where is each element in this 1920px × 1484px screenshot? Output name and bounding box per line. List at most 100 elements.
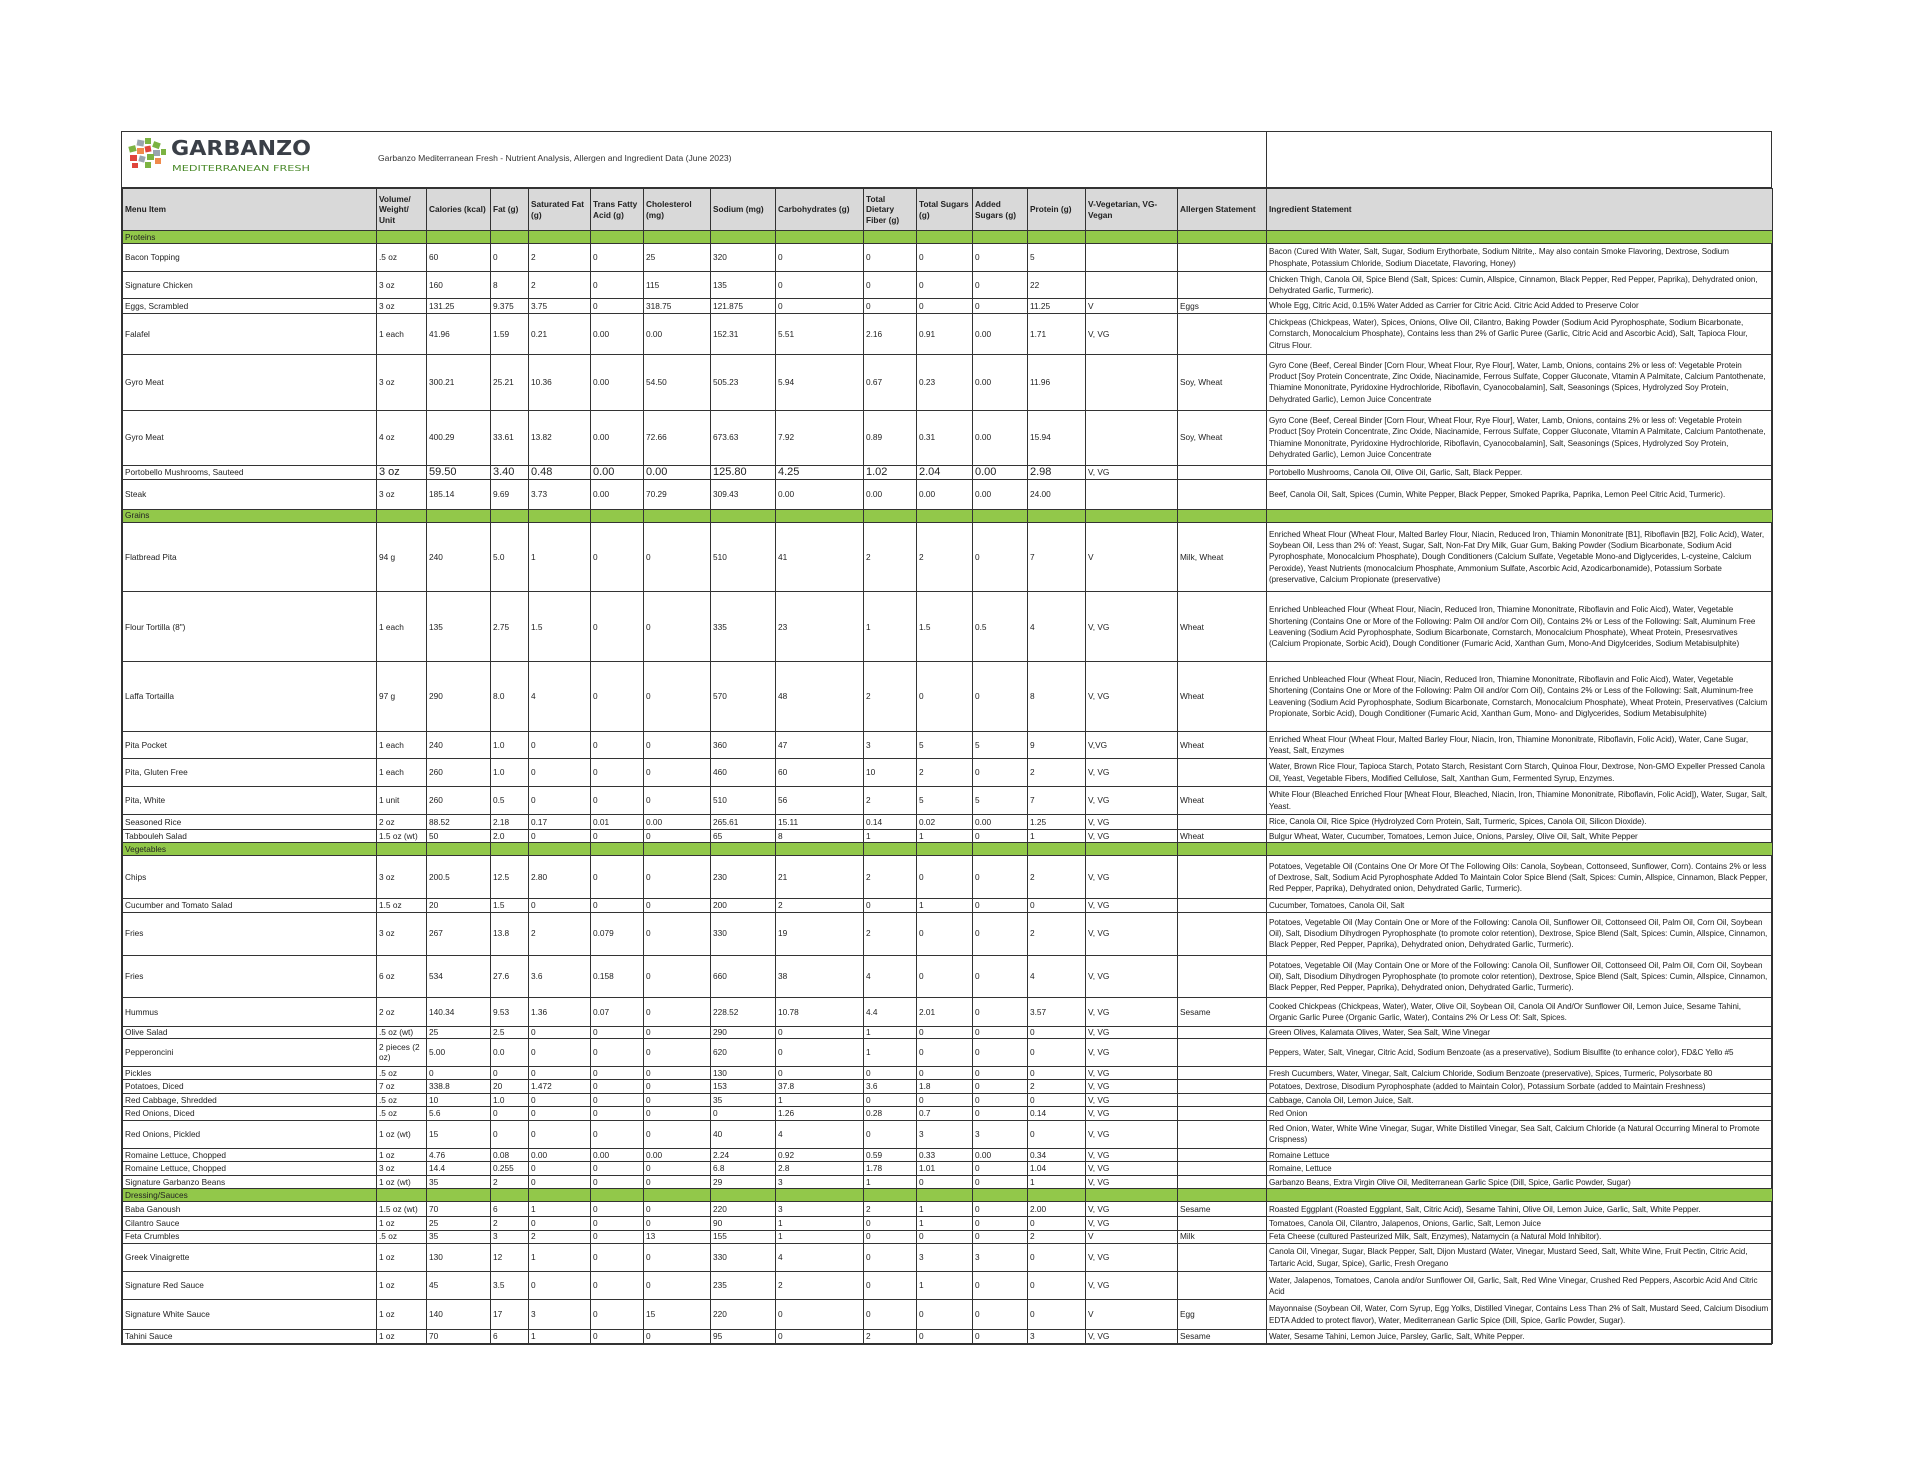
cell-fiber: 2: [863, 855, 917, 900]
cell-total-sugars: 0.23: [916, 354, 973, 411]
cell-vegetarian-vegan: V: [1085, 1299, 1178, 1330]
cell-sodium: 235: [710, 1271, 776, 1301]
cell-fiber: 0.89: [863, 409, 917, 466]
cell-cholesterol: 13: [643, 1229, 711, 1245]
cell-menu-item: Falafel: [122, 312, 377, 356]
cell-trans-fat: 0.07: [590, 997, 644, 1027]
section-cell: [376, 842, 427, 857]
table-row: Flour Tortilla (8") 1 each 135 2.75 1.5 0 0 335…: [122, 591, 1773, 663]
cell-menu-item: Pepperoncini: [122, 1037, 377, 1067]
title-divider: [1266, 132, 1267, 187]
cell-sodium: 153: [710, 1079, 776, 1094]
cell-total-sugars: 0: [916, 1092, 973, 1108]
cell-added-sugars: 0: [972, 1271, 1028, 1301]
section-cell: [376, 1188, 427, 1203]
section-cell: [528, 1188, 591, 1203]
cell-added-sugars: 0: [972, 1216, 1028, 1231]
cell-cholesterol: 0: [643, 1037, 711, 1067]
cell-allergen: [1177, 242, 1267, 273]
cell-carbohydrates: 1: [775, 1216, 864, 1231]
column-header-fat: Fat (g): [490, 188, 529, 231]
cell-sodium: 309.43: [710, 479, 776, 510]
cell-total-sugars: 2: [916, 521, 973, 593]
cell-cholesterol: 0: [643, 1079, 711, 1094]
cell-allergen: Wheat: [1177, 591, 1267, 663]
section-cell: [775, 508, 864, 523]
cell-fiber: 0: [863, 1216, 917, 1231]
cell-fiber: 0: [863, 242, 917, 273]
cell-allergen: Milk, Wheat: [1177, 521, 1267, 593]
cell-calories: 10: [426, 1092, 491, 1108]
cell-fat: 2.75: [490, 591, 529, 663]
cell-allergen: [1177, 1065, 1267, 1081]
cell-carbohydrates: 38: [775, 954, 864, 999]
cell-sodium: 673.63: [710, 409, 776, 466]
cell-vegetarian-vegan: V, VG: [1085, 1092, 1178, 1108]
cell-ingredients: Potatoes, Vegetable Oil (Contains One Or…: [1266, 855, 1773, 900]
cell-allergen: Wheat: [1177, 828, 1267, 844]
cell-menu-item: Steak: [122, 479, 377, 510]
cell-carbohydrates: 7.92: [775, 409, 864, 466]
cell-calories: 240: [426, 731, 491, 759]
cell-vegetarian-vegan: V, VG: [1085, 828, 1178, 844]
cell-cholesterol: 115: [643, 271, 711, 300]
table-row: Laffa Tortailla 97 g 290 8.0 4 0 0 570 48 2 0 0 8 V, …: [122, 661, 1773, 732]
section-cell: [710, 842, 776, 857]
cell-cholesterol: 0: [643, 661, 711, 732]
cell-total-sugars: 0: [916, 911, 973, 956]
table-row: Signature White Sauce 1 oz 140 17 3 0 15 220 0 0 0…: [122, 1299, 1773, 1330]
cell-cholesterol: 0: [643, 1328, 711, 1345]
cell-added-sugars: 0.00: [972, 409, 1028, 466]
cell-added-sugars: 0: [972, 1037, 1028, 1067]
cell-sodium: 230: [710, 855, 776, 900]
cell-volume: 1 oz (wt): [376, 1174, 427, 1190]
cell-fiber: 0.59: [863, 1147, 917, 1163]
cell-trans-fat: 0: [590, 1299, 644, 1330]
table-row: Romaine Lettuce, Chopped 3 oz 14.4 0.255 0 0 0…: [122, 1161, 1773, 1176]
cell-added-sugars: 0.00: [972, 354, 1028, 411]
table-row: Pepperoncini 2 pieces (2 oz) 5.00 0.0 0 0 0 620…: [122, 1037, 1773, 1067]
cell-carbohydrates: 0.92: [775, 1147, 864, 1163]
cell-saturated-fat: 0: [528, 1106, 591, 1121]
section-cell: [643, 230, 711, 244]
cell-volume: 3 oz: [376, 298, 427, 314]
cell-vegetarian-vegan: [1085, 271, 1178, 300]
cell-ingredients: Cooked Chickpeas (Chickpeas, Water), Wat…: [1266, 997, 1773, 1027]
cell-volume: 3 oz: [376, 1161, 427, 1176]
cell-protein: 0: [1027, 1271, 1086, 1301]
cell-protein: 2.00: [1027, 1201, 1086, 1218]
cell-fat: 3.40: [490, 464, 529, 481]
cell-fat: 3.5: [490, 1271, 529, 1301]
cell-fiber: 4.4: [863, 997, 917, 1027]
cell-carbohydrates: 0: [775, 1065, 864, 1081]
cell-total-sugars: 0.33: [916, 1147, 973, 1163]
cell-protein: 4: [1027, 954, 1086, 999]
cell-trans-fat: 0: [590, 1174, 644, 1190]
cell-volume: .5 oz: [376, 1065, 427, 1081]
cell-calories: 300.21: [426, 354, 491, 411]
cell-volume: 1 each: [376, 757, 427, 788]
cell-protein: 0: [1027, 1092, 1086, 1108]
cell-volume: 97 g: [376, 661, 427, 732]
cell-allergen: Wheat: [1177, 731, 1267, 759]
column-header-volume: Volume/ Weight/ Unit: [376, 188, 427, 231]
cell-carbohydrates: 48: [775, 661, 864, 732]
cell-ingredients: Water, Sesame Tahini, Lemon Juice, Parsl…: [1266, 1328, 1773, 1345]
cell-added-sugars: 0: [972, 1106, 1028, 1121]
cell-menu-item: Tahini Sauce: [122, 1328, 377, 1345]
cell-vegetarian-vegan: V, VG: [1085, 898, 1178, 913]
cell-sodium: 228.52: [710, 997, 776, 1027]
cell-saturated-fat: 1.5: [528, 591, 591, 663]
cell-vegetarian-vegan: V, VG: [1085, 1079, 1178, 1094]
cell-protein: 11.25: [1027, 298, 1086, 314]
section-cell: [1266, 1188, 1773, 1203]
cell-protein: 0: [1027, 1065, 1086, 1081]
section-cell: [1027, 1188, 1086, 1203]
cell-calories: 25: [426, 1025, 491, 1039]
cell-carbohydrates: 10.78: [775, 997, 864, 1027]
cell-saturated-fat: 13.82: [528, 409, 591, 466]
cell-fat: 0.0: [490, 1037, 529, 1067]
cell-cholesterol: 0.00: [643, 814, 711, 830]
cell-trans-fat: 0: [590, 271, 644, 300]
cell-saturated-fat: 1.36: [528, 997, 591, 1027]
